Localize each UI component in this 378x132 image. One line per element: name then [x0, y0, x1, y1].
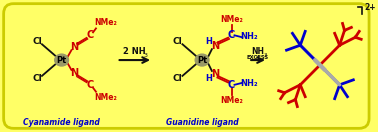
Text: H: H	[206, 37, 212, 46]
Text: H: H	[206, 74, 212, 83]
Text: 2 NH: 2 NH	[123, 47, 146, 56]
Text: Cl: Cl	[173, 37, 182, 46]
Text: NMe₂: NMe₂	[94, 18, 117, 27]
Text: C: C	[87, 80, 94, 90]
Text: 3: 3	[143, 53, 147, 58]
Text: 2+: 2+	[364, 3, 376, 12]
Text: NMe₂: NMe₂	[220, 96, 243, 105]
Text: N: N	[70, 68, 78, 78]
Text: Guanidine ligand: Guanidine ligand	[166, 118, 239, 127]
Ellipse shape	[195, 54, 209, 66]
Ellipse shape	[55, 54, 68, 66]
Text: Cl: Cl	[32, 37, 42, 46]
Text: NH: NH	[251, 47, 265, 56]
Text: EXCESS: EXCESS	[247, 55, 269, 60]
Text: 3: 3	[264, 53, 268, 58]
Text: C: C	[228, 30, 235, 40]
Text: Cyanamide ligand: Cyanamide ligand	[23, 118, 100, 127]
Text: N: N	[70, 42, 78, 52]
Text: N: N	[211, 69, 219, 79]
FancyBboxPatch shape	[4, 4, 369, 128]
Text: Cl: Cl	[173, 74, 182, 83]
Text: Cl: Cl	[32, 74, 42, 83]
Text: NH₂: NH₂	[240, 79, 258, 88]
Text: Pt: Pt	[56, 56, 67, 65]
Text: NH₂: NH₂	[240, 32, 258, 41]
Text: Pt: Pt	[197, 56, 207, 65]
Text: NMe₂: NMe₂	[94, 93, 117, 102]
Text: N: N	[211, 41, 219, 51]
Text: C: C	[228, 80, 235, 90]
Text: C: C	[87, 30, 94, 40]
Text: NMe₂: NMe₂	[220, 15, 243, 24]
